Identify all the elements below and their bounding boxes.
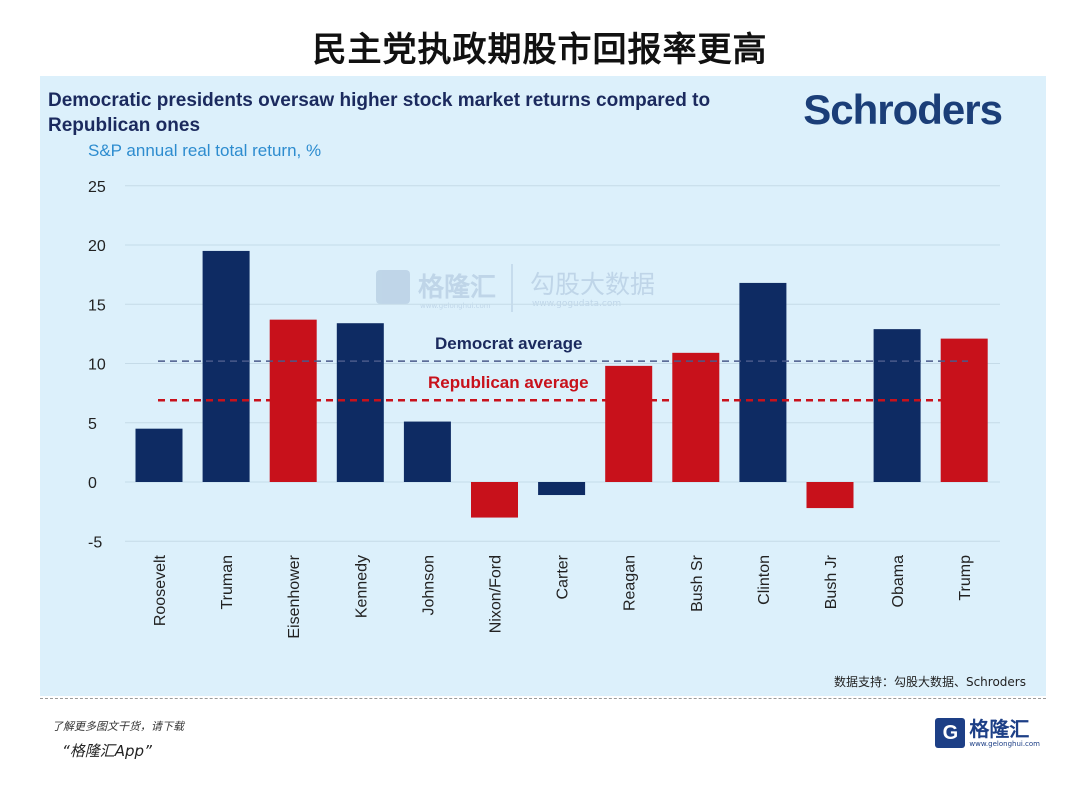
y-tick-label: -5 [88, 534, 102, 551]
x-tick-label: Carter [555, 554, 572, 599]
chart-title: Democratic presidents oversaw higher sto… [48, 90, 711, 136]
footer-app-name: “格隆汇App” [62, 742, 152, 760]
header: 民主党执政期股市回报率更高 [0, 0, 1080, 76]
source-note: 数据支持：勾股大数据、Schroders [833, 675, 1026, 689]
bar-carter [538, 482, 586, 496]
footer-divider [40, 698, 1046, 699]
x-tick-label: Bush Jr [823, 554, 840, 609]
y-tick-label: 10 [88, 357, 106, 374]
bar-bush-sr [672, 352, 720, 482]
y-tick-label: 20 [88, 238, 106, 255]
watermark-left-url: www.gelonghui.com [420, 302, 491, 310]
watermark-left-text: 格隆汇 [418, 272, 496, 303]
x-tick-label: Bush Sr [689, 554, 706, 612]
bar-roosevelt [135, 428, 183, 482]
y-tick-label: 5 [88, 416, 97, 433]
x-tick-label: Obama [890, 555, 907, 608]
x-tick-label: Nixon/Ford [488, 555, 505, 633]
footer-logo: G 格隆汇 www.gelonghui.com [935, 718, 1040, 748]
watermark: 格隆汇 www.gelonghui.com 勾股大数据 www.gogudata… [376, 264, 655, 312]
bar-trump [940, 338, 988, 482]
y-tick-label: 0 [88, 475, 97, 492]
x-tick-label: Reagan [622, 555, 639, 611]
democrat-average-label: Democrat average [435, 334, 582, 353]
watermark-right-text: 勾股大数据 [530, 270, 655, 299]
footer-logo-name: 格隆汇 [969, 717, 1030, 741]
y-tick-label: 25 [88, 179, 106, 196]
bar-johnson [403, 421, 451, 482]
chart-subtitle: S&P annual real total return, % [88, 141, 322, 160]
bar-kennedy [336, 323, 384, 482]
footer-prompt: 了解更多图文干货，请下载 [52, 720, 184, 733]
x-tick-label: Roosevelt [152, 554, 169, 626]
y-tick-label: 15 [88, 297, 106, 314]
x-tick-label: Clinton [756, 555, 773, 605]
schroders-logo: Schroders [803, 86, 1003, 133]
x-tick-label: Truman [219, 555, 236, 610]
bar-reagan [605, 365, 653, 482]
bar-chart: 格隆汇 www.gelonghui.com 勾股大数据 www.gogudata… [88, 179, 1000, 639]
page-title: 民主党执政期股市回报率更高 [312, 30, 768, 70]
watermark-logo-icon [376, 270, 410, 304]
x-tick-label: Johnson [420, 555, 437, 616]
gelonghui-logo-icon: G [935, 718, 966, 748]
bar-obama [873, 329, 921, 482]
bar-nixon-ford [471, 482, 518, 518]
bar-truman [202, 250, 250, 482]
x-tick-label: Eisenhower [286, 554, 303, 638]
x-tick-label: Trump [957, 555, 974, 601]
x-tick-label: Kennedy [353, 555, 370, 618]
bar-bush-jr [806, 482, 854, 509]
bar-clinton [739, 282, 787, 482]
republican-average-label: Republican average [428, 373, 589, 392]
footer-logo-url: www.gelonghui.com [969, 740, 1040, 748]
